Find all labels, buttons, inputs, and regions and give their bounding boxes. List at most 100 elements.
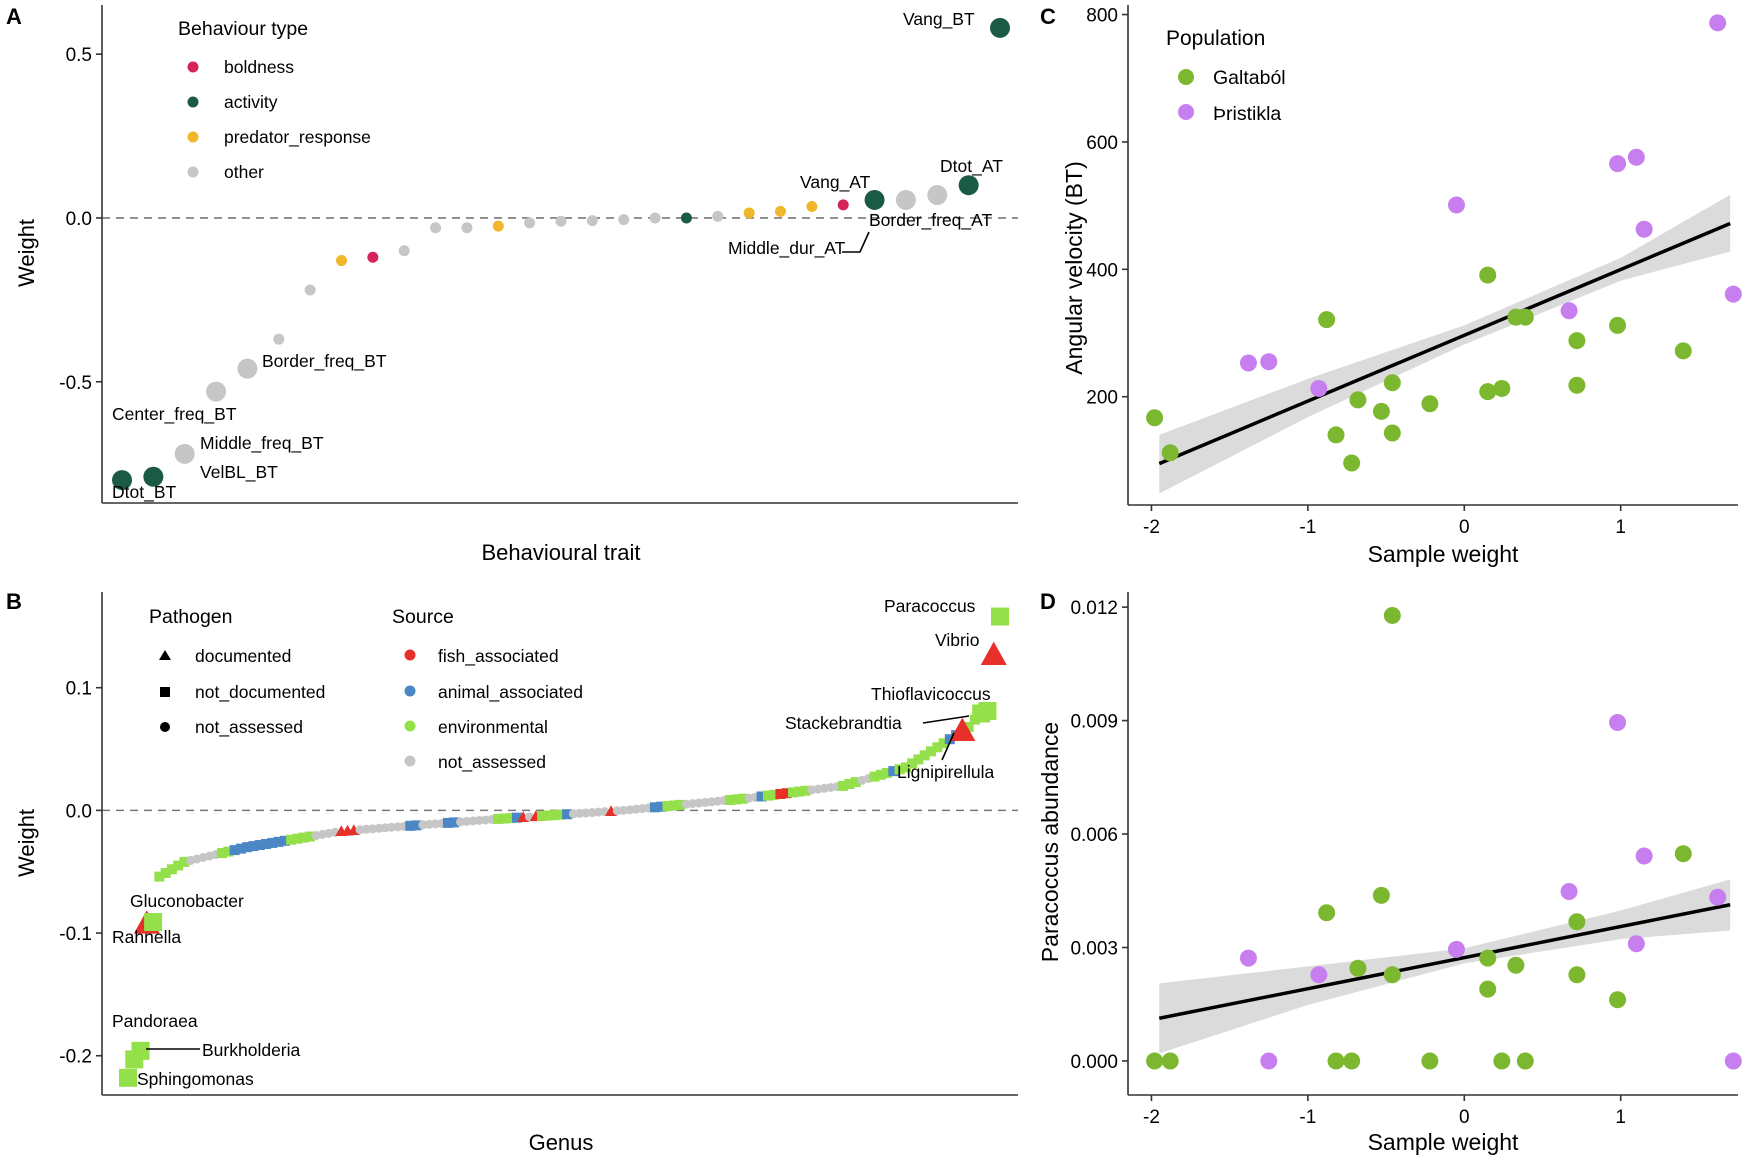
panel-c-x-tick-label: 0 <box>1459 517 1470 538</box>
panel-letter-b: B <box>6 589 22 614</box>
panel-a-point-28 <box>958 175 979 196</box>
panel-d-point-19 <box>1516 1052 1534 1070</box>
label-middle-dur-at: Middle_dur_AT <box>728 238 846 259</box>
legend-title-source: Source <box>392 606 454 628</box>
panel-b-genus-124 <box>894 764 905 775</box>
legend-title-pathogen: Pathogen <box>149 606 233 628</box>
panel-a-point-24 <box>837 199 849 211</box>
panel-c-y-tick-label: 800 <box>1086 6 1118 27</box>
panel-b-genus-vibrio <box>980 641 1007 665</box>
label-gluconobacter: Gluconobacter <box>130 891 244 911</box>
panel-a-point-23 <box>806 200 818 212</box>
panel-b-genus-128 <box>919 750 930 761</box>
panel-b-genus-23 <box>261 838 272 849</box>
panel-c-x-tick-label: -2 <box>1143 517 1160 538</box>
panel-b-genus-53 <box>449 817 460 828</box>
panel-d-point-7 <box>1327 1052 1345 1070</box>
label-burkholderia: Burkholderia <box>202 1040 301 1060</box>
legend-swatch-activity <box>187 96 199 108</box>
label-thioflavicoccus: Thioflavicoccus <box>871 684 991 704</box>
panel-c-point-4 <box>1260 353 1278 371</box>
panel-b-genus-pandoraea <box>131 1041 150 1060</box>
panel-d-point-24 <box>1609 991 1627 1009</box>
panel-b-genus-89 <box>675 799 686 810</box>
panel-b-y-tick-label: -0.2 <box>59 1047 92 1068</box>
panel-c-x-axis-title: Sample weight <box>1368 541 1519 567</box>
panel-a-point-5 <box>237 358 258 379</box>
panel-b-genus-19 <box>235 843 246 854</box>
panel-b-leader-stackebrandtia <box>922 715 970 724</box>
panel-a-point-26 <box>895 189 916 210</box>
panel-c-point-28 <box>1709 14 1727 32</box>
panel-c-point-7 <box>1327 426 1345 444</box>
label-vibrio: Vibrio <box>935 630 979 650</box>
panel-a-point-17 <box>618 214 630 226</box>
panel-b-genus-129 <box>925 746 936 757</box>
panel-b-genus-6 <box>154 871 165 882</box>
panel-b-genus-25 <box>273 836 284 847</box>
panel-b-genus-paracoccus <box>991 607 1009 626</box>
panel-b-genus-29 <box>298 832 309 843</box>
panel-b-y-axis-title: Weight <box>14 809 39 877</box>
panel-d-point-3 <box>1239 949 1257 967</box>
panel-d-point-13 <box>1421 1052 1439 1070</box>
legend-label-fish-associated: fish_associated <box>438 646 559 667</box>
panel-c-x-axis-ticks: -2 -1 0 1 <box>1143 505 1626 538</box>
panel-a-data-points <box>112 17 1010 491</box>
panel-d-point-26 <box>1635 847 1653 865</box>
panel-c-point-20 <box>1560 302 1578 320</box>
legend-shape-triangle <box>159 650 171 660</box>
panel-a-y-tick-label: -0.5 <box>59 373 92 394</box>
panel-d-y-tick-label: 0.006 <box>1070 825 1118 846</box>
legend-label-predator-response: predator_response <box>224 127 371 148</box>
label-middle-freq-bt: Middle_freq_BT <box>200 433 324 454</box>
label-vang-at: Vang_AT <box>800 172 871 193</box>
panel-d-point-25 <box>1627 935 1645 953</box>
panel-b-genus-17 <box>223 846 234 857</box>
panel-d-y-axis-title: Paracoccus abundance <box>1037 722 1063 962</box>
panel-d-point-18 <box>1507 956 1525 974</box>
panel-a-point-19 <box>680 212 692 224</box>
panel-b-genus-99 <box>737 793 748 804</box>
panel-a-point-14 <box>524 217 536 229</box>
panel-d-x-axis-title: Sample weight <box>1368 1129 1519 1155</box>
panel-d-point-5 <box>1310 966 1328 984</box>
panel-b-y-tick-label: -0.1 <box>59 924 92 945</box>
panel-b-genus-lignipirellula <box>949 717 976 742</box>
panel-b: B 0.1 0.0 -0.1 -0.2 Paracoccus Vibrio Thiof… <box>6 589 1018 1155</box>
panel-b-genus-thioflavicoccus <box>978 702 997 721</box>
panel-d-point-27 <box>1674 845 1692 863</box>
panel-a-point-29 <box>990 17 1010 38</box>
panel-c-point-12 <box>1383 424 1401 442</box>
panel-c-point-13 <box>1421 395 1439 413</box>
panel-b-point-labels: Paracoccus Vibrio Thioflavicoccus Stacke… <box>112 596 995 1089</box>
panel-b-y-axis-ticks: 0.1 0.0 -0.1 -0.2 <box>59 679 102 1068</box>
panel-d: D 0.000 0.003 0.006 0.009 0.012 -2 -1 0 1 Sampl… <box>1037 589 1742 1155</box>
panel-a: A 0.5 0.0 -0.5 Vang_BT Dtot_AT Vang_AT Bor… <box>6 4 1018 565</box>
panel-a-point-1 <box>112 470 132 491</box>
panel-d-point-9 <box>1349 959 1367 977</box>
panel-a-point-15 <box>555 215 567 227</box>
legend-label-other: other <box>224 162 264 182</box>
panel-c-point-8 <box>1343 454 1361 472</box>
panel-b-genus-126 <box>907 758 918 769</box>
panel-b-genus-60 <box>493 813 504 824</box>
panel-a-y-axis-ticks: 0.5 0.0 -0.5 <box>59 45 102 394</box>
panel-c-point-11 <box>1383 374 1401 392</box>
panel-b-genus-107 <box>787 787 798 798</box>
panel-d-x-tick-label: -2 <box>1143 1107 1160 1128</box>
panel-b-genus-21 <box>248 841 259 852</box>
label-sphingomonas: Sphingomonas <box>137 1069 254 1089</box>
panel-b-genus-gluconobacter <box>144 913 163 932</box>
panel-c-point-2 <box>1161 444 1179 462</box>
panel-b-genus-7 <box>160 867 171 878</box>
panel-d-point-2 <box>1161 1052 1179 1070</box>
panel-c-x-tick-label: 1 <box>1615 517 1626 538</box>
panel-b-leader-lignipirellula <box>941 732 955 761</box>
panel-d-y-tick-label: 0.003 <box>1070 939 1118 960</box>
legend-label-not-assessed-pathogen: not_assessed <box>195 717 303 738</box>
legend-label-not-assessed-source: not_assessed <box>438 752 546 773</box>
panel-b-genus-115 <box>838 780 849 791</box>
panel-a-point-21 <box>743 207 755 219</box>
